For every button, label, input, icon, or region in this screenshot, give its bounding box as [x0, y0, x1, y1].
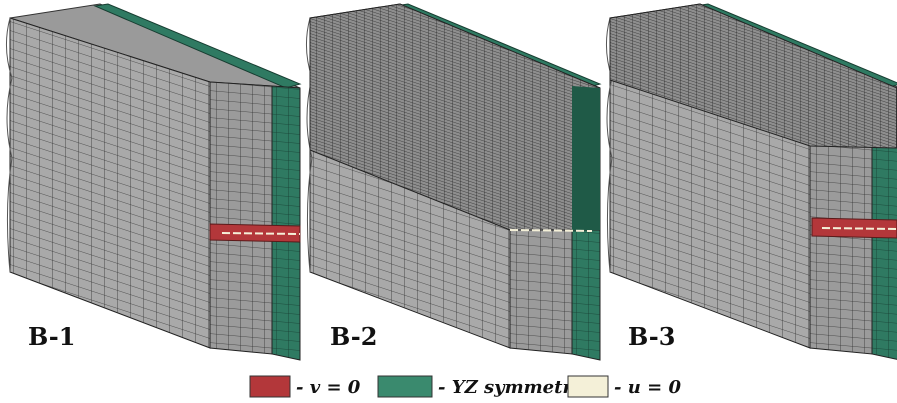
- panel-label: B-2: [330, 322, 377, 351]
- legend-swatch: [378, 376, 432, 397]
- legend-swatch: [250, 376, 290, 397]
- symmetry-strip: [572, 86, 600, 230]
- legend-label: - v = 0: [296, 377, 361, 398]
- panel-label: B-1: [28, 322, 75, 351]
- page: {"panels": [{"label": "B-1"}, {"label": …: [0, 0, 897, 403]
- legend-label: - YZ symmetry: [438, 377, 584, 398]
- panel-b1: B-1: [6, 4, 300, 360]
- figure: B-1 B-2 B-3 - v = 0 - YZ symmetry - u = …: [0, 0, 897, 403]
- panel-b2: B-2: [306, 4, 600, 360]
- legend-label: - u = 0: [614, 377, 681, 398]
- legend: - v = 0 - YZ symmetry - u = 0: [250, 376, 681, 398]
- legend-swatch: [568, 376, 608, 397]
- panel-label: B-3: [628, 322, 675, 351]
- panel-b3: B-3: [606, 4, 897, 360]
- u-zero-line: [222, 233, 300, 234]
- mesh-block: [6, 4, 300, 360]
